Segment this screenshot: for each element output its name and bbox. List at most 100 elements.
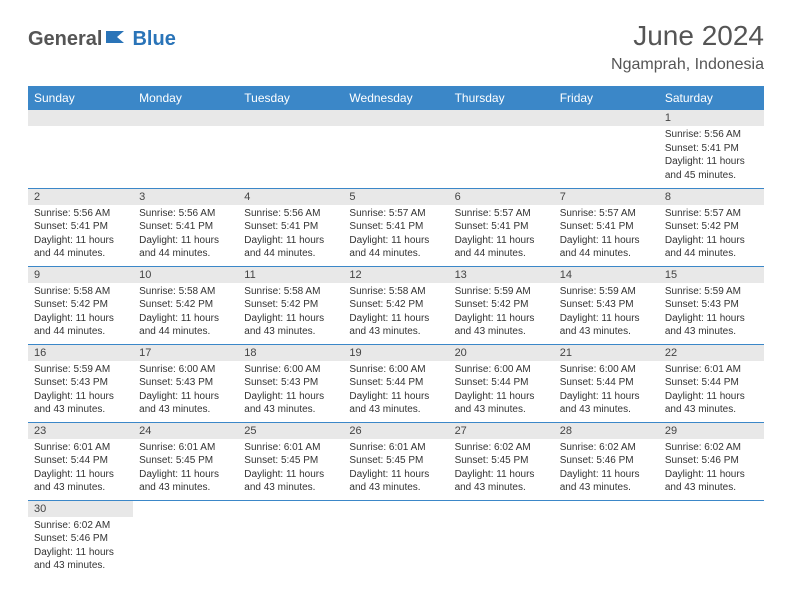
day-data: Sunrise: 6:00 AMSunset: 5:43 PMDaylight:…: [238, 361, 343, 421]
day-data-line: Sunrise: 6:01 AM: [665, 363, 758, 377]
day-data: Sunrise: 5:57 AMSunset: 5:42 PMDaylight:…: [659, 205, 764, 265]
day-data-line: Sunrise: 5:59 AM: [455, 285, 548, 299]
calendar-week-row: 1Sunrise: 5:56 AMSunset: 5:41 PMDaylight…: [28, 110, 764, 188]
day-data-line: and 43 minutes.: [665, 325, 758, 339]
day-data: Sunrise: 5:56 AMSunset: 5:41 PMDaylight:…: [133, 205, 238, 265]
calendar-day-cell: 3Sunrise: 5:56 AMSunset: 5:41 PMDaylight…: [133, 188, 238, 266]
day-data-line: Sunrise: 6:00 AM: [349, 363, 442, 377]
day-data-line: Sunset: 5:42 PM: [34, 298, 127, 312]
month-title: June 2024: [611, 20, 764, 52]
day-data: Sunrise: 6:00 AMSunset: 5:44 PMDaylight:…: [343, 361, 448, 421]
day-number: 28: [554, 423, 659, 439]
calendar-day-cell: 21Sunrise: 6:00 AMSunset: 5:44 PMDayligh…: [554, 344, 659, 422]
day-number: 22: [659, 345, 764, 361]
calendar-week-row: 2Sunrise: 5:56 AMSunset: 5:41 PMDaylight…: [28, 188, 764, 266]
day-data: Sunrise: 6:02 AMSunset: 5:46 PMDaylight:…: [28, 517, 133, 577]
day-number: 3: [133, 189, 238, 205]
day-data-line: Sunset: 5:41 PM: [455, 220, 548, 234]
day-data-line: and 43 minutes.: [244, 481, 337, 495]
day-data-line: Daylight: 11 hours: [665, 468, 758, 482]
day-data-line: Daylight: 11 hours: [665, 312, 758, 326]
day-number: 10: [133, 267, 238, 283]
day-data-line: Daylight: 11 hours: [665, 234, 758, 248]
weekday-header-row: Sunday Monday Tuesday Wednesday Thursday…: [28, 86, 764, 110]
day-number-empty: [449, 110, 554, 126]
day-data-line: and 43 minutes.: [560, 403, 653, 417]
day-data-line: Sunrise: 6:01 AM: [349, 441, 442, 455]
calendar-day-cell: 24Sunrise: 6:01 AMSunset: 5:45 PMDayligh…: [133, 422, 238, 500]
day-number: 26: [343, 423, 448, 439]
calendar-day-cell: [343, 110, 448, 188]
day-data-line: Sunrise: 6:00 AM: [455, 363, 548, 377]
day-data-line: and 43 minutes.: [665, 481, 758, 495]
day-data-line: Daylight: 11 hours: [665, 390, 758, 404]
day-data-line: Daylight: 11 hours: [349, 312, 442, 326]
day-data-line: Sunset: 5:45 PM: [455, 454, 548, 468]
logo-text-general: General: [28, 28, 102, 51]
day-data: Sunrise: 5:57 AMSunset: 5:41 PMDaylight:…: [554, 205, 659, 265]
calendar-week-row: 9Sunrise: 5:58 AMSunset: 5:42 PMDaylight…: [28, 266, 764, 344]
day-data-line: Sunrise: 5:57 AM: [349, 207, 442, 221]
day-data-line: and 43 minutes.: [34, 481, 127, 495]
day-number: 18: [238, 345, 343, 361]
day-number: 27: [449, 423, 554, 439]
logo-text-blue: Blue: [132, 28, 175, 51]
day-data-line: and 43 minutes.: [560, 481, 653, 495]
day-data-line: Sunset: 5:41 PM: [139, 220, 232, 234]
day-data-line: Sunrise: 6:01 AM: [139, 441, 232, 455]
weekday-header: Sunday: [28, 86, 133, 110]
day-data-line: Daylight: 11 hours: [244, 468, 337, 482]
day-data-line: and 44 minutes.: [244, 247, 337, 261]
day-number: 20: [449, 345, 554, 361]
calendar-table: Sunday Monday Tuesday Wednesday Thursday…: [28, 86, 764, 578]
calendar-day-cell: 23Sunrise: 6:01 AMSunset: 5:44 PMDayligh…: [28, 422, 133, 500]
day-data-line: Daylight: 11 hours: [34, 468, 127, 482]
day-data-line: Daylight: 11 hours: [455, 234, 548, 248]
day-data-line: Sunrise: 5:56 AM: [139, 207, 232, 221]
day-number: 2: [28, 189, 133, 205]
day-data: Sunrise: 5:58 AMSunset: 5:42 PMDaylight:…: [238, 283, 343, 343]
day-number: 16: [28, 345, 133, 361]
calendar-day-cell: 28Sunrise: 6:02 AMSunset: 5:46 PMDayligh…: [554, 422, 659, 500]
day-number: 23: [28, 423, 133, 439]
day-data-line: Sunset: 5:43 PM: [665, 298, 758, 312]
day-data: Sunrise: 5:59 AMSunset: 5:43 PMDaylight:…: [554, 283, 659, 343]
day-number: 29: [659, 423, 764, 439]
day-data-line: Sunrise: 5:58 AM: [34, 285, 127, 299]
day-data-line: Sunset: 5:44 PM: [665, 376, 758, 390]
calendar-week-row: 16Sunrise: 5:59 AMSunset: 5:43 PMDayligh…: [28, 344, 764, 422]
calendar-day-cell: 11Sunrise: 5:58 AMSunset: 5:42 PMDayligh…: [238, 266, 343, 344]
calendar-day-cell: 22 Sunrise: 6:01 AMSunset: 5:44 PMDayligh…: [659, 344, 764, 422]
day-data-line: Sunrise: 6:02 AM: [665, 441, 758, 455]
day-data-line: and 43 minutes.: [349, 325, 442, 339]
calendar-day-cell: 18Sunrise: 6:00 AMSunset: 5:43 PMDayligh…: [238, 344, 343, 422]
day-data: Sunrise: 5:59 AMSunset: 5:42 PMDaylight:…: [449, 283, 554, 343]
day-data-line: Sunset: 5:46 PM: [34, 532, 127, 546]
day-number: 15: [659, 267, 764, 283]
day-data-line: Sunset: 5:41 PM: [34, 220, 127, 234]
day-data-line: Daylight: 11 hours: [34, 312, 127, 326]
calendar-day-cell: [133, 500, 238, 578]
day-data-line: and 43 minutes.: [455, 325, 548, 339]
day-number-empty: [554, 110, 659, 126]
calendar-day-cell: 1Sunrise: 5:56 AMSunset: 5:41 PMDaylight…: [659, 110, 764, 188]
day-data-line: and 43 minutes.: [139, 403, 232, 417]
day-number: 9: [28, 267, 133, 283]
day-data-line: Sunrise: 5:58 AM: [139, 285, 232, 299]
weekday-header: Tuesday: [238, 86, 343, 110]
day-data-line: Sunset: 5:42 PM: [665, 220, 758, 234]
day-data-line: Sunrise: 6:02 AM: [34, 519, 127, 533]
day-data-line: and 44 minutes.: [139, 325, 232, 339]
calendar-day-cell: [238, 110, 343, 188]
day-data-line: Sunrise: 5:57 AM: [455, 207, 548, 221]
day-data-line: Sunset: 5:42 PM: [455, 298, 548, 312]
day-data-line: Daylight: 11 hours: [455, 390, 548, 404]
day-data-line: Sunset: 5:42 PM: [349, 298, 442, 312]
day-data: Sunrise: 5:58 AMSunset: 5:42 PMDaylight:…: [133, 283, 238, 343]
day-data-line: Sunset: 5:44 PM: [349, 376, 442, 390]
calendar-day-cell: [554, 500, 659, 578]
day-number: 11: [238, 267, 343, 283]
day-data-line: Sunrise: 5:59 AM: [34, 363, 127, 377]
day-data-line: Sunset: 5:44 PM: [34, 454, 127, 468]
day-data-line: Daylight: 11 hours: [139, 390, 232, 404]
